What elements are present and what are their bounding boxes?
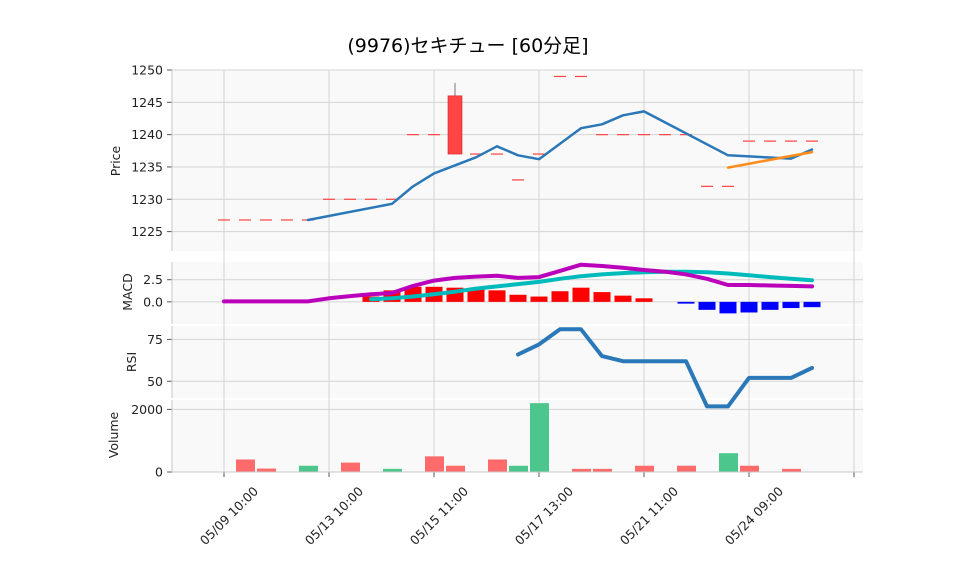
volume-bar (299, 465, 318, 472)
trend-line (726, 150, 814, 169)
macd-y-tick-label: 2.5 (143, 272, 163, 287)
macd-histogram-bar (572, 287, 590, 302)
macd-histogram-bar (761, 301, 779, 310)
volume-bar (257, 468, 276, 472)
macd-histogram-bar (677, 301, 695, 304)
volume-y-tick-label: 0 (155, 465, 163, 480)
macd-histogram-bar (488, 290, 506, 302)
volume-bar (341, 462, 360, 472)
price-axis-label: Price (108, 145, 123, 176)
macd-histogram-bar (509, 294, 527, 302)
macd-panel (172, 262, 863, 324)
volume-y-tick-label: 2000 (131, 402, 163, 417)
price-y-tick-label: 1250 (131, 63, 163, 78)
volume-bar (236, 459, 255, 472)
volume-bar (719, 453, 738, 472)
volume-bar (383, 468, 402, 472)
volume-bar (572, 468, 591, 472)
rsi-axis-label: RSI (124, 352, 139, 372)
rsi-y-tick-label: 50 (147, 374, 163, 389)
price-y-tick-label: 1235 (131, 159, 163, 174)
macd-histogram-bar (740, 301, 758, 313)
volume-panel (172, 400, 863, 472)
macd-histogram-bar (614, 295, 632, 302)
price-y-tick-label: 1230 (131, 192, 163, 207)
volume-bar (488, 459, 507, 472)
volume-bar (593, 468, 612, 472)
macd-y-tick-label: 0.0 (143, 294, 163, 309)
x-tick-label: 05/13 10:00 (302, 483, 366, 547)
macd-histogram-bar (551, 291, 569, 302)
price-panel (172, 70, 863, 251)
macd-histogram-bar (530, 296, 548, 302)
volume-bar (740, 465, 759, 472)
macd-axis-label: MACD (120, 273, 135, 310)
volume-bar (677, 465, 696, 472)
macd-series (222, 262, 821, 314)
x-tick-label: 05/24 09:00 (722, 483, 786, 547)
macd-histogram-bar (593, 292, 611, 302)
axes: 1225 1230 1235 1240 1245 1250 0.0 2.5 50 75 0 2000 (131, 63, 863, 480)
macd-signal-line (369, 269, 814, 302)
rsi-panel (172, 326, 863, 398)
chart-title: (9976)セキチュー [60分足] (347, 35, 588, 57)
x-tick-label: 05/17 13:00 (512, 483, 576, 547)
volume-bar (782, 468, 801, 472)
rsi-y-tick-label: 75 (147, 332, 163, 347)
volume-bar (509, 465, 528, 472)
volume-bar (635, 465, 654, 472)
macd-histogram-bar (383, 290, 401, 302)
macd-histogram-bar (467, 288, 485, 302)
volume-series (236, 403, 801, 472)
rsi-series (516, 327, 814, 409)
rsi-line (516, 327, 814, 409)
moving-average-line (306, 110, 814, 222)
price-y-tick-label: 1240 (131, 127, 163, 142)
price-series (218, 75, 818, 222)
volume-bar (446, 465, 465, 472)
macd-histogram-bar (782, 301, 800, 309)
macd-histogram-bar (635, 298, 653, 302)
x-tick-label: 05/15 11:00 (407, 483, 471, 547)
price-y-tick-label: 1225 (131, 224, 163, 239)
candle-body (447, 95, 463, 155)
x-tick-label: 05/21 11:00 (617, 483, 681, 547)
x-tick-label: 05/09 10:00 (197, 483, 261, 547)
macd-line (222, 262, 814, 304)
volume-bar (425, 456, 444, 472)
volume-axis-label: Volume (106, 411, 121, 458)
volume-bar (530, 403, 549, 472)
macd-histogram-bar (719, 301, 737, 314)
price-y-tick-label: 1245 (131, 95, 163, 110)
macd-histogram-bar (698, 301, 716, 310)
macd-histogram-bar (803, 301, 821, 308)
